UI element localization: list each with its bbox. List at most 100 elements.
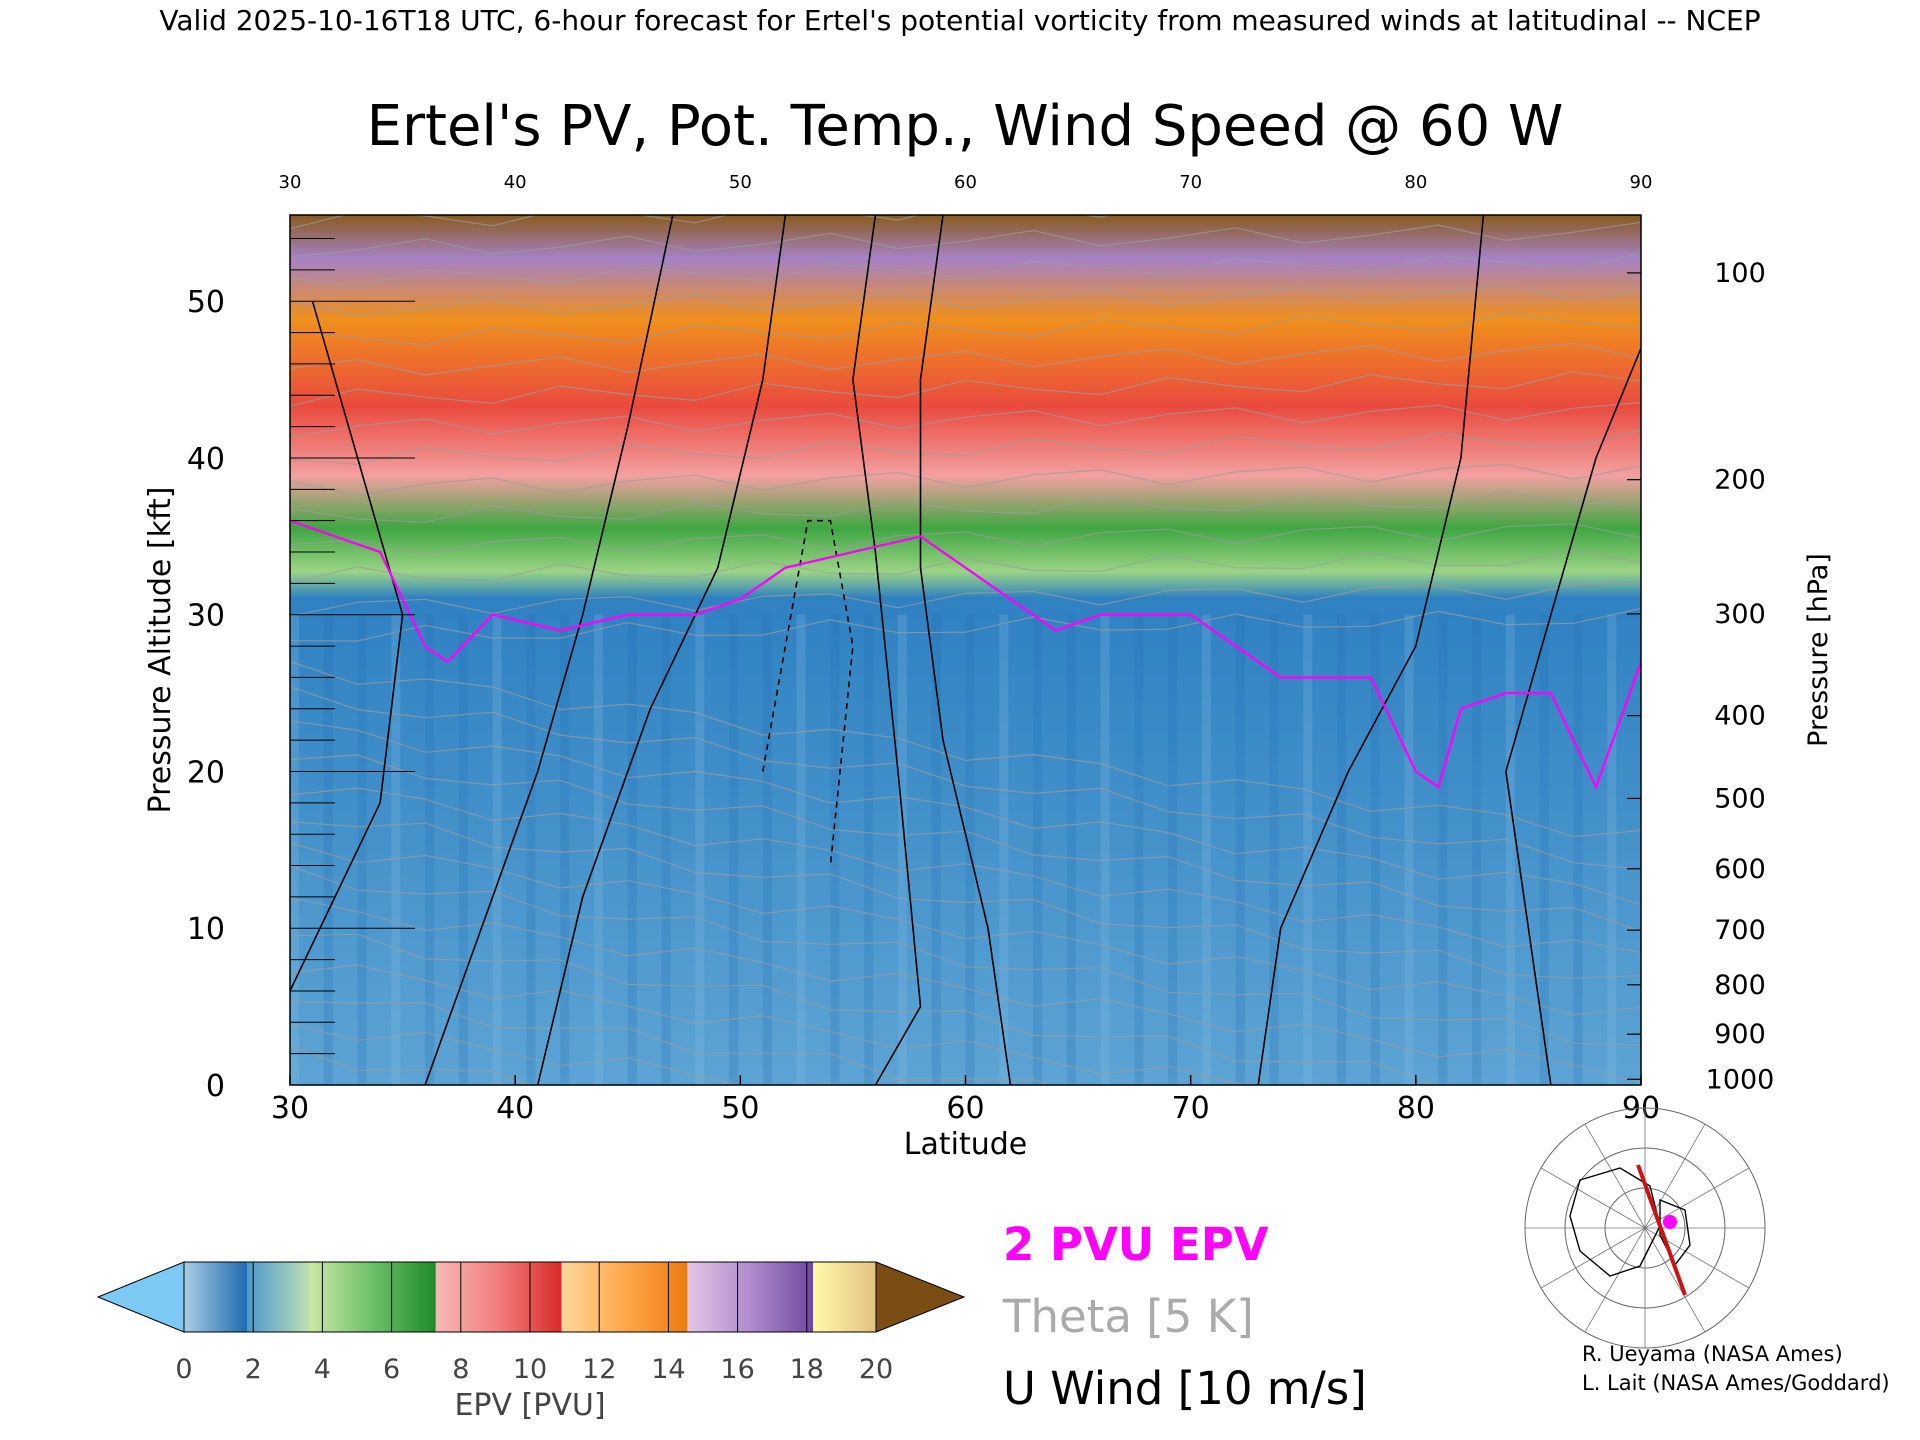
y-axis-label-right: Pressure [hPa] [1803, 553, 1834, 747]
theta-contour [290, 215, 1112, 230]
epv-band [1539, 614, 1549, 1085]
colorbar-under-arrow [96, 1261, 185, 1333]
theta-contour [290, 865, 1641, 1046]
pressure-tick-label: 400 [1714, 701, 1766, 732]
map-meridian [1584, 1227, 1646, 1333]
colorbar-tick-label: 16 [720, 1354, 754, 1385]
colorbar-segment [624, 1262, 688, 1332]
x-tick-label: 40 [496, 1091, 534, 1126]
inset-map [1524, 1107, 1766, 1349]
epv-band [897, 614, 907, 1085]
legend-epv-label: 2 PVU EPV [1003, 1218, 1269, 1271]
colorbar-segment [372, 1262, 437, 1332]
y-tick-label: 30 [187, 599, 225, 634]
top-x-tick-label: 90 [1630, 172, 1653, 193]
colorbar-tick-label: 10 [513, 1354, 547, 1385]
epv-band [323, 614, 333, 1085]
epv-band [1438, 614, 1448, 1085]
pressure-tick-label: 100 [1714, 258, 1766, 289]
theta-contour [290, 660, 1641, 838]
epv-band [560, 614, 570, 1085]
pressure-tick-label: 1000 [1706, 1064, 1775, 1095]
theta-contour [290, 371, 1641, 407]
epv-band [391, 614, 401, 1085]
epv-band [999, 614, 1009, 1085]
theta-contour [290, 842, 1641, 1016]
pressure-tick-label: 500 [1714, 783, 1766, 814]
top-x-tick-label: 30 [279, 172, 302, 193]
epv-band [290, 614, 299, 1085]
legend-theta-label: Theta [5 K] [1003, 1290, 1254, 1343]
theta-contour [290, 401, 1641, 438]
colorbar-segment [813, 1262, 877, 1332]
chart-title: Ertel's PV, Pot. Temp., Wind Speed @ 60 … [367, 94, 1564, 159]
epv-band [1370, 614, 1380, 1085]
colorbar-tick-label: 18 [790, 1354, 824, 1385]
epv-band [1168, 614, 1178, 1085]
colorbar-tick-label: 12 [582, 1354, 616, 1385]
epv-band [425, 614, 435, 1085]
epv-band [1100, 614, 1110, 1085]
theta-contour [290, 686, 1641, 870]
theta-contour [290, 582, 1641, 617]
epv-band [458, 614, 468, 1085]
theta-contour [290, 549, 1641, 584]
colorbar-segment [687, 1262, 751, 1332]
colorbar-tick-label: 14 [651, 1354, 685, 1385]
x-tick-label: 30 [271, 1091, 309, 1126]
credit-line-1: R. Ueyama (NASA Ames) [1582, 1342, 1843, 1366]
epv-band [931, 614, 941, 1085]
epv-2pvu-contour [290, 519, 1641, 791]
u-wind-contour [290, 300, 404, 992]
x-tick-label: 70 [1172, 1091, 1210, 1126]
colorbar-segment [309, 1262, 374, 1332]
colorbar-tick-label: 2 [245, 1354, 262, 1385]
theta-contour [290, 463, 1641, 497]
colorbar-tick-label: 8 [452, 1354, 469, 1385]
credit-line-2: L. Lait (NASA Ames/Goddard) [1582, 1371, 1890, 1395]
colorbar-segment [435, 1262, 500, 1332]
theta-contour [290, 787, 1641, 954]
map-meridian [1584, 1123, 1646, 1229]
pressure-tick-label: 300 [1714, 599, 1766, 630]
pressure-tick-label: 600 [1714, 854, 1766, 885]
epv-band [729, 614, 739, 1085]
map-section-marker [1663, 1215, 1677, 1229]
y-tick-label: 20 [187, 755, 225, 790]
theta-contour [290, 283, 1641, 317]
epv-band [661, 614, 671, 1085]
top-x-tick-label: 50 [729, 172, 752, 193]
epv-band [796, 614, 806, 1085]
epv-band [1134, 614, 1144, 1085]
theta-contour [290, 251, 1641, 288]
map-meridian [1644, 1227, 1706, 1333]
epv-band [1404, 614, 1414, 1085]
epv-band [1235, 614, 1245, 1085]
u-wind-contour-negative [762, 519, 854, 866]
colorbar-label: EPV [PVU] [454, 1388, 605, 1423]
u-wind-contour [536, 215, 787, 1085]
epv-band [492, 614, 502, 1085]
x-tick-label: 50 [721, 1091, 759, 1126]
epv-band [1505, 614, 1515, 1085]
y-tick-label: 40 [187, 442, 225, 477]
theta-contour [290, 221, 1641, 258]
colorbar-tick-label: 6 [383, 1354, 400, 1385]
y-tick-label: 10 [187, 912, 225, 947]
colorbar-segment [246, 1262, 311, 1332]
colorbar-over-arrow [875, 1261, 966, 1333]
epv-band [1033, 614, 1043, 1085]
plot-area [289, 214, 1642, 1086]
epv-band [1573, 614, 1583, 1085]
epv-band [1201, 614, 1211, 1085]
epv-band [1337, 614, 1347, 1085]
u-wind-contour [424, 215, 674, 1085]
theta-contour [290, 1023, 840, 1085]
colorbar-tick-label: 0 [175, 1354, 192, 1385]
u-wind-contour [919, 215, 1012, 1085]
map-meridian [1540, 1167, 1646, 1229]
colorbar-segment [184, 1262, 248, 1332]
top-x-tick-label: 70 [1179, 172, 1202, 193]
